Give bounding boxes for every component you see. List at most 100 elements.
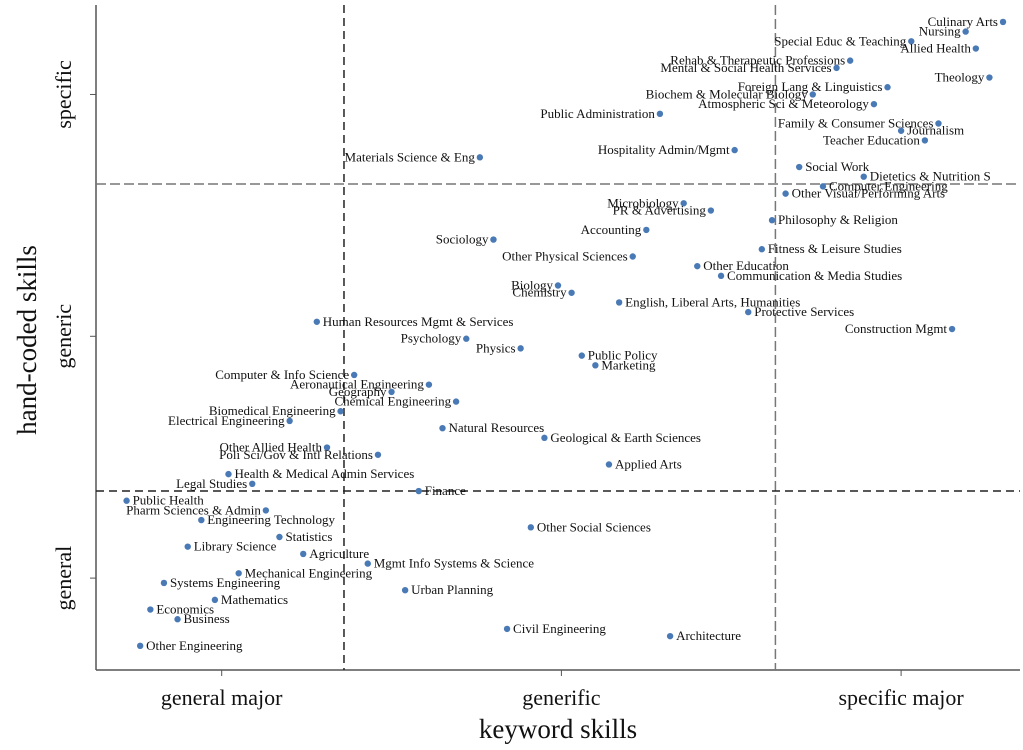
point-label: Systems Engineering [170,575,281,590]
y-tick-label: general [51,546,76,611]
point-label: Theology [935,70,985,85]
point-label: English, Liberal Arts, Humanities [625,294,800,309]
point-label: Psychology [401,331,462,346]
point [908,38,915,45]
y-tick-label: specific [51,60,76,129]
point [388,388,395,396]
point [948,325,956,333]
point-label: Protective Services [754,304,854,319]
point [860,173,867,180]
point-label: Materials Science & Eng [345,149,476,164]
point [809,91,816,98]
point [731,146,738,154]
point-label: Allied Health [900,41,971,56]
point [286,417,293,425]
point [184,543,191,550]
point [211,596,219,604]
point [884,84,891,91]
point [833,64,840,72]
point [707,207,715,214]
point-label: Mathematics [221,592,288,607]
point-label: Public Policy [588,348,658,363]
point-label: Mental & Social Health Services [660,60,831,75]
point-label: Teacher Education [823,132,920,147]
point [249,480,256,487]
point-label: Foreign Lang & Linguistics [738,79,883,94]
point-label: Construction Mgmt [845,321,948,336]
point [350,371,358,379]
point-label: Special Educ & Teaching [774,33,907,48]
point [745,308,752,316]
point-label: Biology [511,277,553,292]
point-label: Public Administration [540,106,655,121]
point-label: Urban Planning [411,582,493,597]
point [337,408,344,415]
point-label: Other Allied Health [219,440,322,455]
point [605,461,613,468]
point-label: Architecture [676,628,741,643]
point [262,507,270,514]
point [568,289,575,296]
point [592,362,599,369]
point [870,100,878,108]
point-label: Public Health [133,493,205,508]
point [276,533,283,541]
point-label: Finance [425,483,466,498]
point-label: Marketing [601,357,656,372]
point-label: Aeronautical Engineering [290,377,424,392]
point [972,45,980,52]
point-label: Culinary Arts [928,14,998,29]
point-label: Mechanical Engineering [245,565,373,580]
point-label: Sociology [436,232,489,247]
point-label: Business [184,611,230,626]
point [986,74,993,81]
point-label: Geography [329,384,387,399]
point [694,262,701,270]
point [136,642,144,650]
point [680,200,687,207]
point-label: Communication & Media Studies [727,268,902,283]
point-label: Computer Engineering [829,178,948,193]
point [758,246,766,253]
point-label: Microbiology [607,195,679,210]
point-label: Economics [156,602,214,617]
point [476,154,484,161]
point [439,424,446,432]
x-tick-label: general major [161,685,283,710]
point-label: Computer & Info Science [215,367,349,382]
point [527,524,535,531]
point-label: Other Engineering [146,638,243,653]
point-label: Nursing [919,24,961,39]
point [554,282,562,289]
point [401,587,409,594]
point [300,550,307,558]
point [174,616,181,623]
y-tick-label: generic [51,304,76,369]
point-label: Human Resources Mgmt & Services [323,314,514,329]
point-label: Physics [476,340,516,355]
point-label: Civil Engineering [513,621,606,636]
point [425,381,433,388]
point [364,560,371,567]
point [147,606,154,613]
point-label: Atmospheric Sci & Meteorology [698,96,869,111]
point-label: Library Science [194,539,277,554]
point [897,127,905,134]
x-tick-label: specific major [838,685,964,710]
point-label: Statistics [285,529,332,544]
point-label: Biochem & Molecular Biology [646,86,809,101]
point-label: Social Work [805,159,870,174]
point [846,57,854,64]
point-label: Dietetics & Nutrition S [870,169,991,184]
point-label: Other Visual/Performing Arts [792,186,946,201]
point-label: Legal Studies [176,476,247,491]
point [819,183,827,190]
point [795,163,803,171]
point-label: Applied Arts [615,456,682,471]
point-label: Engineering Technology [207,512,335,527]
point [374,451,382,458]
x-axis-label: keyword skills [479,714,637,744]
point-label: Pharm Sciences & Admin [126,502,261,517]
